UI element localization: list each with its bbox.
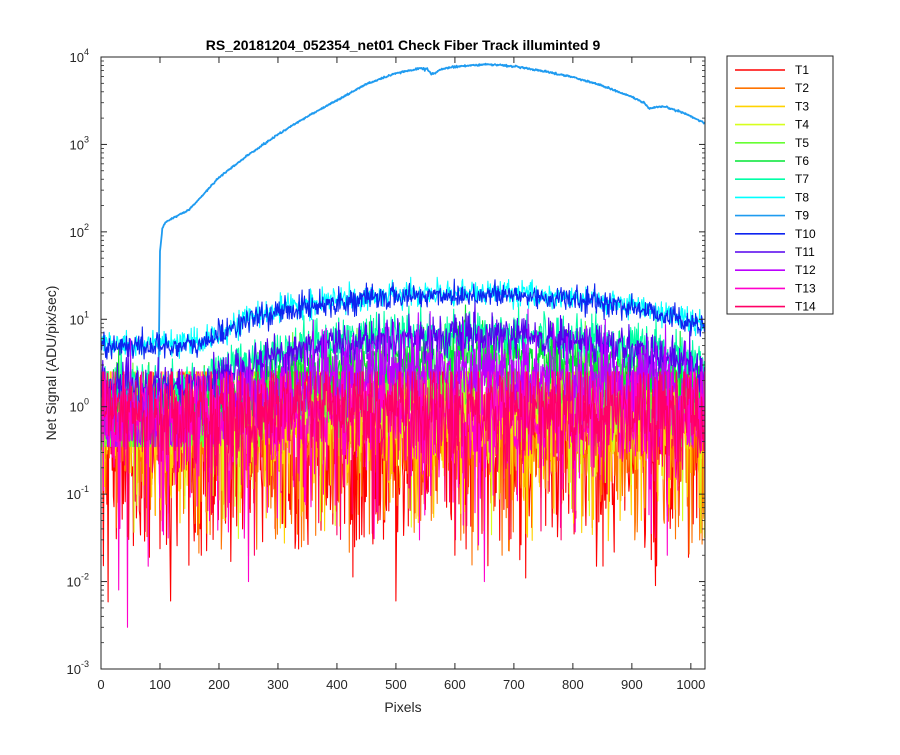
x-tick-label: 200 [208,677,230,692]
y-tick-label: 102 [70,222,89,240]
x-tick-label: 500 [385,677,407,692]
x-tick-label: 800 [562,677,584,692]
legend-label-t3: T3 [795,99,809,113]
legend-label-t11: T11 [795,245,815,259]
y-tick-label: 104 [70,47,89,65]
x-axis-label: Pixels [384,699,421,715]
x-tick-label: 400 [326,677,348,692]
y-tick-label: 103 [70,134,89,152]
y-tick-label: 10-1 [67,484,89,502]
y-tick-label: 10-2 [67,572,89,590]
x-tick-label: 700 [503,677,525,692]
legend-label-t6: T6 [795,154,809,168]
y-tick-label: 100 [70,397,89,415]
legend-label-t2: T2 [795,81,809,95]
legend-label-t8: T8 [795,190,809,204]
legend-box [726,55,834,315]
series-line-t10 [101,278,705,360]
ticks-layer: 0 100 200 300 400 500 600 700 800 900 1000 10-3 10-2… [67,47,706,692]
legend-label-t13: T13 [795,281,816,295]
x-tick-label: 300 [267,677,289,692]
x-tick-label: 0 [97,677,104,692]
legend-label-t1: T1 [795,63,809,77]
x-tick-label: 600 [444,677,466,692]
legend-label-t4: T4 [795,118,809,132]
y-axis-label: Net Signal (ADU/pix/sec) [43,286,59,441]
legend-label-t10: T10 [795,227,816,241]
y-tick-label: 101 [70,309,89,327]
x-tick-label: 1000 [676,677,705,692]
legend-label-t14: T14 [795,300,816,314]
legend-label-t5: T5 [795,136,809,150]
plot-frame [100,56,706,670]
legend-label-t12: T12 [795,263,816,277]
series-layer [101,62,705,628]
series-line-t12 [101,308,705,448]
legend: T1 T2 T3 T4 T5 T6 T7 T8 T9 T10 T11 T12 T13 T14 [726,55,834,315]
chart-title: RS_20181204_052354_net01 Check Fiber Tra… [206,37,601,53]
legend-label-t9: T9 [795,209,809,223]
legend-label-t7: T7 [795,172,809,186]
x-tick-label: 100 [149,677,171,692]
series-line-t9 [101,62,705,420]
y-tick-label: 10-3 [67,659,89,677]
x-tick-label: 900 [621,677,643,692]
series-line-t14 [101,371,705,556]
